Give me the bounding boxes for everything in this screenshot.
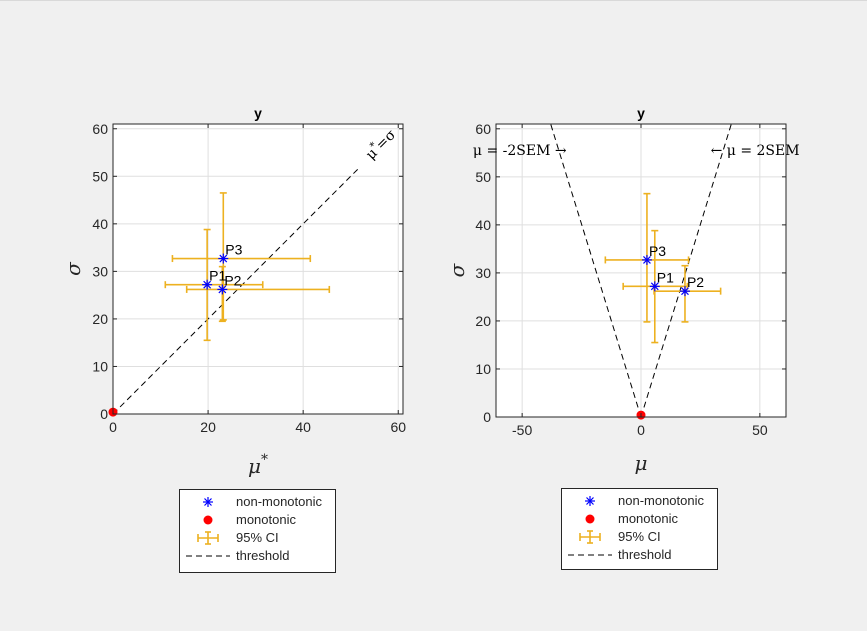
legend-label: monotonic: [618, 511, 678, 526]
legend-dot: [585, 514, 595, 524]
legend-asterisk: [203, 497, 213, 507]
x-tick-label: 60: [390, 419, 406, 435]
threshold-line: [550, 124, 642, 417]
y-tick-label: 40: [92, 216, 108, 232]
y-tick-label: 10: [92, 358, 108, 374]
x-tick-label: 50: [752, 422, 768, 438]
right-axes[interactable]: P1 P2 P3 -50 0 50 0 10 20 30 40 50 60 y μ σ μ = -2SEM → ←…: [445, 105, 800, 475]
point-label: P1: [209, 268, 226, 284]
x-tick-label: 0: [109, 419, 117, 435]
y-tick-label: 40: [475, 217, 491, 233]
legend-symbol: [585, 514, 595, 524]
point-label: P3: [225, 242, 242, 258]
right-legend[interactable]: non-monotonic monotonic 95% CI threshold: [561, 488, 718, 570]
legend-symbol: [568, 554, 612, 556]
y-axis-label: σ: [445, 262, 469, 277]
axes-box: [112, 123, 404, 415]
legend-entry: threshold: [180, 547, 335, 565]
point-label: P2: [687, 274, 704, 290]
y-tick-label: 50: [475, 169, 491, 185]
legend-label: monotonic: [236, 512, 296, 527]
legend-label: 95% CI: [618, 529, 661, 544]
non-monotonic-point: [649, 281, 660, 292]
y-tick-label: 20: [92, 311, 108, 327]
non-monotonic-point: [217, 284, 228, 295]
legend-entry: 95% CI: [180, 529, 335, 547]
legend-symbol: [585, 496, 595, 506]
non-monotonic-point: [218, 253, 229, 264]
non-monotonic-point: [641, 254, 652, 265]
legend-label: threshold: [618, 547, 672, 562]
y-tick-label: 10: [475, 361, 491, 377]
x-axis-label: μ: [635, 451, 648, 475]
legend-symbol: [203, 497, 213, 507]
y-tick-label: 0: [483, 409, 491, 425]
legend-label: 95% CI: [236, 530, 279, 545]
y-tick-label: 50: [92, 168, 108, 184]
point-label: P3: [649, 243, 666, 259]
y-axis-label: σ: [61, 261, 85, 276]
legend-entry: monotonic: [180, 511, 335, 529]
legend-ci: [579, 530, 601, 544]
legend-entry: non-monotonic: [562, 492, 717, 510]
point-label: P2: [224, 272, 241, 288]
x-tick-label: -50: [512, 422, 532, 438]
threshold-line: [640, 124, 732, 417]
left-legend[interactable]: non-monotonic monotonic 95% CI threshold: [179, 489, 336, 573]
y-tick-label: 60: [92, 121, 108, 137]
legend-entry: threshold: [562, 546, 717, 564]
non-monotonic-point: [202, 279, 213, 290]
legend-label: non-monotonic: [618, 493, 704, 508]
annotation: μ = -2SEM →: [473, 143, 567, 159]
x-tick-label: 40: [295, 419, 311, 435]
y-tick-label: 20: [475, 313, 491, 329]
y-tick-label: 60: [475, 121, 491, 137]
axes-title: y: [254, 105, 262, 121]
x-axis-label: μ*: [248, 452, 268, 478]
legend-symbol: [197, 531, 219, 545]
x-tick-label: 0: [637, 422, 645, 438]
window-top-border: [0, 0, 867, 1]
legend-symbol: [203, 515, 213, 525]
annotation: ← μ = 2SEM: [711, 143, 800, 159]
non-monotonic-point: [679, 286, 690, 297]
y-tick-label: 30: [475, 265, 491, 281]
legend-symbol: [579, 530, 601, 544]
legend-entry: monotonic: [562, 510, 717, 528]
y-tick-label: 0: [100, 406, 108, 422]
point-label: P1: [657, 269, 674, 285]
legend-label: non-monotonic: [236, 494, 322, 509]
legend-label: threshold: [236, 548, 290, 563]
legend-ci: [197, 531, 219, 545]
legend-dot: [203, 515, 213, 525]
y-tick-label: 30: [92, 263, 108, 279]
legend-entry: 95% CI: [562, 528, 717, 546]
x-tick-label: 20: [200, 419, 216, 435]
legend-symbol: [186, 555, 230, 557]
legend-entry: non-monotonic: [180, 493, 335, 511]
axes-title: y: [637, 105, 645, 121]
legend-asterisk: [585, 496, 595, 506]
threshold-line: [113, 166, 361, 414]
